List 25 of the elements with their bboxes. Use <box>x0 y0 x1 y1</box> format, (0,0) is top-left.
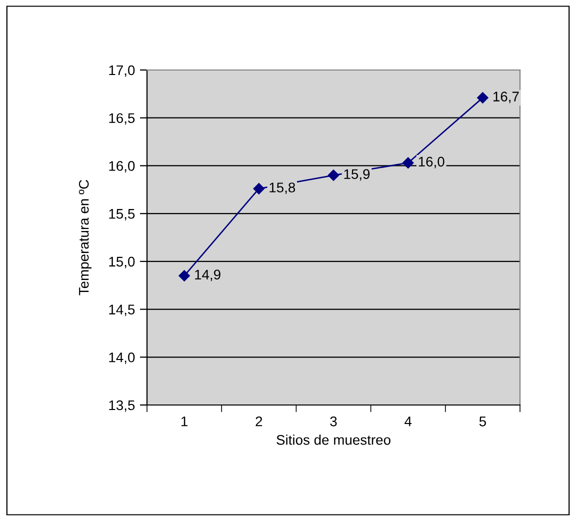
data-label: 15,8 <box>270 182 296 194</box>
y-tick-label: 17,0 <box>109 65 135 77</box>
y-tick-label: 13,5 <box>109 400 135 412</box>
y-tick-label: 16,0 <box>109 161 135 173</box>
y-tick-label: 15,5 <box>109 209 135 220</box>
point <box>253 183 265 194</box>
point <box>402 157 414 168</box>
x-tick-label: 4 <box>404 416 412 426</box>
point <box>328 170 340 181</box>
point <box>178 270 190 282</box>
x-tick-label: 3 <box>330 416 337 426</box>
point <box>477 92 488 104</box>
data-label: 15,9 <box>344 169 370 181</box>
data-label: 16,7 <box>493 92 519 104</box>
data-label: 16,0 <box>418 156 444 168</box>
x-tick-label: 5 <box>479 416 486 426</box>
data-label: 14,9 <box>195 270 220 282</box>
y-tick-label: 14,0 <box>109 352 135 364</box>
x-tick-label: 2 <box>256 416 262 426</box>
y-tick-label: 16,5 <box>109 113 135 125</box>
y-tick-label: 14,5 <box>109 304 135 316</box>
y-axis-title: Temperatura en ºC <box>78 180 92 296</box>
x-axis-title: Sitios de muestreo <box>276 434 390 445</box>
x-tick-label: 1 <box>181 416 188 426</box>
y-tick-label: 15,0 <box>109 256 135 268</box>
